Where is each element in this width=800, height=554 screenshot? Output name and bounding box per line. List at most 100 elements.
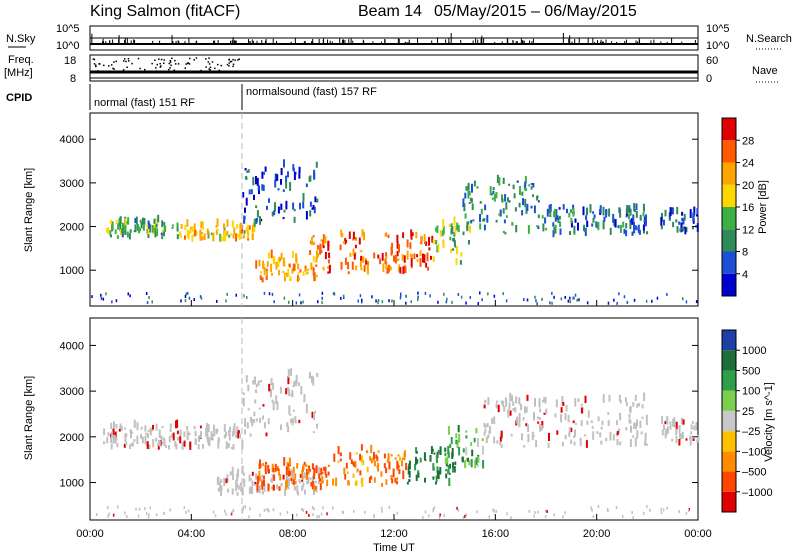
heatmap-cell — [609, 227, 612, 235]
status-dot — [208, 63, 211, 65]
heatmap-cell — [526, 298, 529, 302]
heatmap-cell — [255, 205, 258, 209]
heatmap-cell — [232, 474, 235, 480]
heatmap-cell — [183, 440, 186, 447]
heatmap-cell — [483, 432, 486, 436]
status-dot — [97, 70, 99, 72]
heatmap-cell — [349, 452, 352, 460]
cpid-label: CPID — [6, 92, 32, 104]
heatmap-cell — [126, 515, 128, 519]
heatmap-cell — [124, 232, 127, 235]
heatmap-cell — [394, 457, 397, 460]
heatmap-cell — [225, 478, 228, 484]
heatmap-cell — [352, 238, 355, 241]
heatmap-cell — [450, 223, 453, 227]
heatmap-cell — [537, 421, 540, 424]
heatmap-cell — [254, 399, 257, 404]
heatmap-cell — [548, 432, 550, 441]
heatmap-cell — [642, 203, 645, 211]
heatmap-cell — [297, 382, 300, 387]
status-dot — [230, 60, 233, 63]
status-dot — [95, 65, 97, 68]
heatmap-cell — [320, 467, 323, 476]
heatmap-cell — [561, 441, 564, 447]
heatmap-cell — [410, 300, 412, 304]
heatmap-cell — [183, 506, 186, 509]
heatmap-cell — [169, 508, 171, 512]
heatmap-cell — [226, 474, 229, 482]
heatmap-cell — [676, 206, 679, 215]
heatmap-cell — [100, 297, 103, 300]
heatmap-cell — [254, 481, 257, 485]
heatmap-cell — [429, 294, 431, 298]
heatmap-cell — [191, 234, 194, 242]
heatmap-cell — [301, 479, 304, 482]
heatmap-cell — [404, 266, 407, 274]
heatmap-cell — [573, 435, 576, 439]
heatmap-cell — [663, 424, 665, 430]
heatmap-cell — [409, 242, 412, 249]
heatmap-cell — [484, 399, 487, 404]
heatmap-cell — [518, 202, 521, 208]
heatmap-cell — [564, 413, 567, 421]
heatmap-cell — [381, 483, 383, 487]
heatmap-cell — [287, 468, 290, 477]
heatmap-cell — [135, 507, 137, 511]
heatmap-cell — [276, 485, 279, 490]
heatmap-cell — [423, 234, 426, 242]
cpid-segment-1: normal (fast) 151 RF — [94, 97, 195, 109]
heatmap-cell — [616, 439, 619, 446]
heatmap-cell — [273, 210, 276, 216]
status-dot — [122, 69, 125, 71]
status-dot — [113, 68, 115, 70]
colorbar-tick-label: 100 — [742, 386, 760, 398]
status-dot — [187, 62, 190, 64]
heatmap-cell — [545, 227, 548, 231]
status-dot — [123, 60, 125, 62]
heatmap-cell — [140, 222, 143, 229]
heatmap-cell — [401, 460, 403, 467]
heatmap-cell — [549, 208, 552, 218]
nsky-label: N.Sky — [6, 33, 36, 45]
heatmap-cell — [435, 481, 437, 485]
heatmap-cell — [243, 478, 246, 487]
status-dot — [205, 66, 207, 68]
heatmap-cell — [452, 462, 454, 469]
heatmap-cell — [354, 237, 357, 241]
heatmap-cell — [249, 433, 252, 437]
heatmap-cell — [282, 189, 285, 192]
heatmap-cell — [516, 180, 519, 183]
status-dot — [188, 63, 191, 65]
heatmap-cell — [666, 506, 668, 510]
heatmap-cell — [148, 513, 150, 517]
heatmap-cell — [253, 226, 256, 232]
heatmap-cell — [626, 300, 629, 304]
heatmap-cell — [449, 236, 452, 241]
heatmap-cell — [691, 421, 694, 424]
heatmap-cell — [681, 211, 684, 216]
heatmap-cell — [636, 430, 639, 439]
heatmap-cell — [537, 416, 540, 420]
heatmap-cell — [539, 428, 542, 432]
heatmap-cell — [432, 463, 435, 471]
heatmap-cell — [272, 468, 275, 473]
heatmap-cell — [340, 296, 342, 300]
heatmap-cell — [349, 252, 352, 257]
heatmap-cell — [235, 293, 237, 297]
x-tick-label: 20:00 — [583, 528, 611, 540]
heatmap-cell — [524, 406, 526, 414]
heatmap-cell — [641, 416, 644, 419]
heatmap-cell — [223, 226, 226, 234]
heatmap-cell — [528, 184, 531, 187]
heatmap-cell — [541, 421, 544, 429]
heatmap-cell — [239, 236, 242, 239]
heatmap-cell — [585, 215, 588, 221]
heatmap-cell — [391, 242, 394, 249]
heatmap-cell — [493, 509, 495, 513]
heatmap-cell — [643, 392, 646, 401]
freq-panel: Freq. [MHz] 18 8 60 0 Nave — [4, 54, 780, 85]
heatmap-cell — [107, 506, 109, 509]
heatmap-cell — [533, 514, 535, 518]
status-dot — [228, 65, 230, 67]
